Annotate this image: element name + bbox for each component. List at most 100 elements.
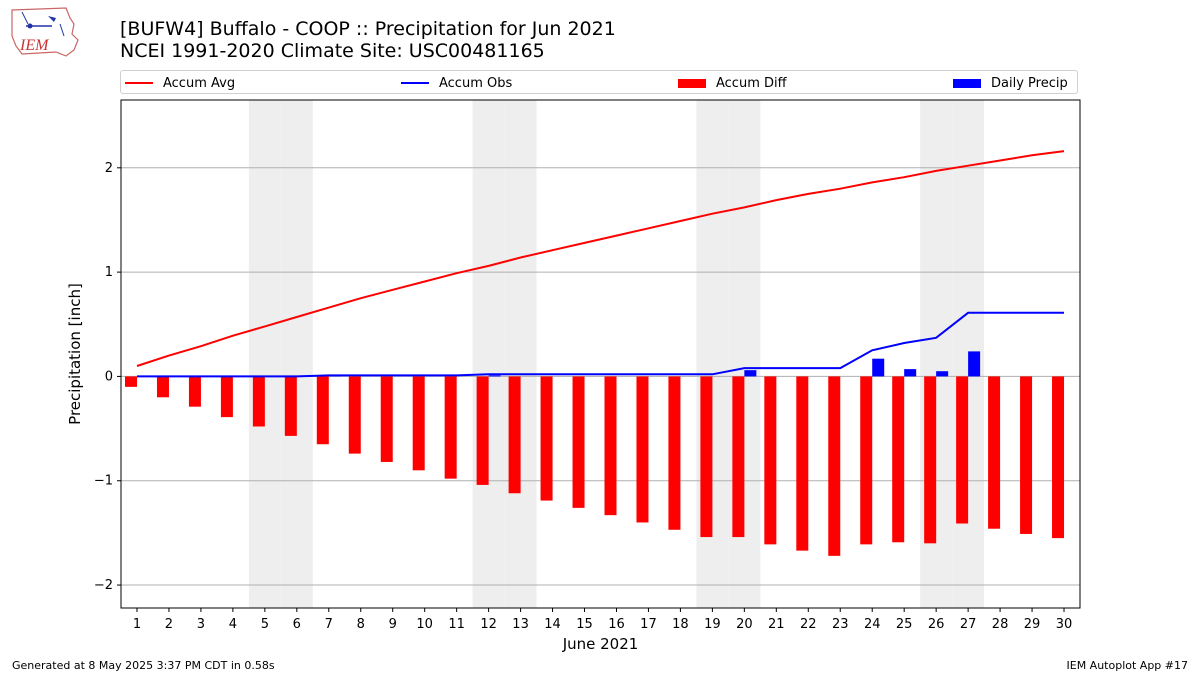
x-tick-label: 19 — [704, 617, 721, 632]
legend-label-daily-precip: Daily Precip — [991, 75, 1068, 91]
x-tick-label: 14 — [544, 617, 561, 632]
y-tick-label: 1 — [105, 265, 113, 280]
accum-diff-bar — [1052, 376, 1065, 539]
x-tick-label: 2 — [165, 617, 173, 632]
legend-label-accum-obs: Accum Obs — [439, 75, 513, 91]
legend-swatch-accum-diff — [678, 78, 706, 88]
accum-diff-bar — [156, 376, 169, 398]
x-tick-label: 10 — [416, 617, 433, 632]
accum-diff-bar — [380, 376, 393, 462]
x-tick-label: 25 — [896, 617, 913, 632]
x-tick-label: 15 — [576, 617, 593, 632]
app-credit: IEM Autoplot App #17 — [1066, 659, 1189, 672]
weekend-shade — [472, 100, 505, 608]
daily-precip-bar — [488, 375, 501, 377]
accum-diff-bar — [220, 376, 233, 418]
x-tick-label: 7 — [325, 617, 333, 632]
legend-swatch-accum-avg — [125, 82, 153, 84]
x-tick-label: 3 — [197, 617, 205, 632]
legend-item-accum-avg: Accum Avg — [125, 74, 235, 92]
accum-diff-bar — [796, 376, 809, 551]
accum-diff-bar — [252, 376, 265, 427]
legend-label-accum-diff: Accum Diff — [716, 75, 787, 91]
x-tick-label: 17 — [640, 617, 657, 632]
accum-diff-bar — [700, 376, 713, 538]
legend-item-accum-obs: Accum Obs — [401, 74, 512, 92]
accum-diff-bar — [1020, 376, 1033, 534]
legend-item-accum-diff: Accum Diff — [678, 74, 787, 92]
generated-timestamp: Generated at 8 May 2025 3:37 PM CDT in 0… — [12, 659, 275, 672]
legend-label-accum-avg: Accum Avg — [163, 75, 236, 91]
daily-precip-bar — [936, 371, 949, 377]
accum-diff-bar — [956, 376, 969, 524]
daily-precip-bar — [904, 369, 917, 377]
x-tick-label: 16 — [608, 617, 625, 632]
accum-diff-bar — [348, 376, 361, 454]
accum-diff-bar — [284, 376, 297, 436]
accum-diff-bar — [764, 376, 777, 545]
x-tick-label: 18 — [672, 617, 689, 632]
chart-legend: Accum Avg Accum Obs Accum Diff Daily Pre… — [120, 70, 1078, 94]
accum-diff-bar — [540, 376, 553, 501]
chart-subtitle: NCEI 1991-2020 Climate Site: USC00481165 — [120, 40, 545, 62]
legend-swatch-daily-precip — [953, 78, 981, 88]
plot-frame — [120, 99, 1081, 609]
daily-precip-bar — [872, 358, 885, 377]
weekend-shade — [248, 100, 281, 608]
accum-diff-bar — [412, 376, 425, 471]
y-tick-label: −2 — [94, 578, 113, 593]
x-tick-label: 12 — [480, 617, 497, 632]
svg-text:IEM: IEM — [19, 37, 50, 54]
legend-item-daily-precip: Daily Precip — [953, 74, 1068, 92]
accum-diff-bar — [636, 376, 649, 523]
x-tick-label: 4 — [229, 617, 237, 632]
legend-swatch-accum-obs — [401, 82, 429, 84]
x-tick-label: 8 — [357, 617, 365, 632]
x-tick-label: 30 — [1056, 617, 1073, 632]
y-tick-label: 0 — [105, 369, 113, 384]
accum-diff-bar — [668, 376, 681, 530]
x-tick-label: 23 — [832, 617, 849, 632]
x-tick-label: 1 — [133, 617, 141, 632]
iem-logo: IEM — [11, 7, 79, 57]
x-tick-label: 22 — [800, 617, 817, 632]
x-tick-label: 26 — [928, 617, 945, 632]
daily-precip-bar — [744, 370, 757, 377]
accum-diff-bar — [188, 376, 201, 407]
accum-diff-bar — [860, 376, 873, 545]
x-tick-label: 21 — [768, 617, 785, 632]
x-tick-label: 6 — [293, 617, 301, 632]
chart-title: [BUFW4] Buffalo - COOP :: Precipitation … — [120, 18, 616, 40]
daily-precip-bar — [968, 351, 981, 377]
x-tick-label: 9 — [389, 617, 397, 632]
weekend-shade — [280, 100, 313, 608]
x-tick-label: 5 — [261, 617, 269, 632]
accum-diff-bar — [924, 376, 937, 544]
accum-diff-bar — [988, 376, 1001, 529]
y-tick-label: −1 — [94, 474, 113, 489]
x-tick-label: 29 — [1024, 617, 1041, 632]
x-tick-label: 24 — [864, 617, 881, 632]
accum-diff-bar — [476, 376, 489, 485]
accum-diff-bar — [316, 376, 329, 445]
x-tick-label: 20 — [736, 617, 753, 632]
weekend-shade — [504, 100, 537, 608]
x-tick-label: 28 — [992, 617, 1009, 632]
accum-diff-bar — [828, 376, 841, 556]
accum-diff-bar — [892, 376, 905, 543]
x-tick-label: 27 — [960, 617, 977, 632]
accum-diff-bar — [508, 376, 521, 494]
accum-diff-bar — [732, 376, 745, 538]
accum-diff-bar — [604, 376, 617, 516]
accum-diff-bar — [125, 376, 137, 387]
x-tick-label: 11 — [448, 617, 465, 632]
accum-avg-line — [136, 150, 1065, 367]
accum-diff-bar — [444, 376, 457, 479]
accum-diff-bar — [572, 376, 585, 508]
x-tick-label: 13 — [512, 617, 529, 632]
y-axis-label: Precipitation [inch] — [66, 283, 84, 425]
accum-obs-line — [137, 311, 1064, 378]
y-tick-label: 2 — [105, 161, 113, 176]
x-axis-label: June 2021 — [562, 635, 639, 653]
